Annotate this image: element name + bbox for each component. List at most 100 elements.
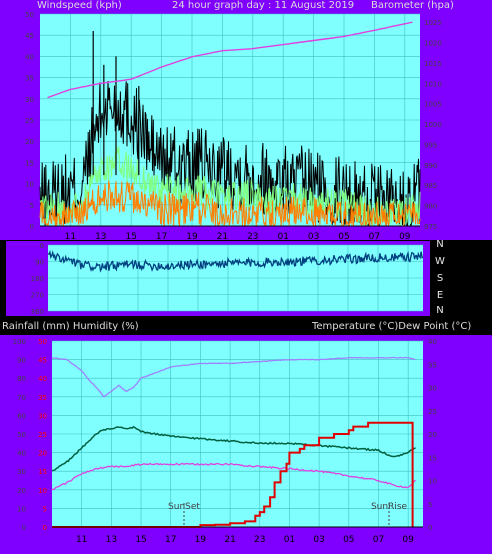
- direction-tick-label: 180: [31, 275, 44, 283]
- barometer-tick-label: 1000: [424, 121, 442, 129]
- humidity-tick-label: 10: [17, 505, 26, 513]
- windspeed-x-tick-label: 01: [277, 232, 288, 240]
- direction-label-s: S: [436, 273, 444, 284]
- humidity-tick-label: 30: [17, 468, 26, 476]
- direction-label-w: W: [435, 256, 445, 267]
- windspeed-tick-label: 30: [25, 96, 34, 104]
- direction-tick-label: 270: [31, 292, 44, 300]
- dewpoint-line: [51, 462, 416, 491]
- rain-temp-chart: 0102030405060708090100051015202530354045…: [13, 338, 437, 545]
- windspeed-chart: 0510152025303540455097598098599099510001…: [25, 11, 442, 240]
- temperature-tick-label: 5: [428, 501, 432, 509]
- rain-temp-x-tick-label: 23: [254, 535, 265, 545]
- direction-label-n-bottom: N: [436, 305, 444, 316]
- windspeed-x-tick-label: 07: [369, 232, 380, 240]
- humidity-tick-label: 70: [17, 394, 26, 402]
- windspeed-x-tick-label: 03: [308, 232, 319, 240]
- humidity-tick-label: 100: [13, 338, 26, 346]
- barometer-tick-label: 985: [424, 182, 437, 190]
- wind-low-line: [39, 180, 421, 228]
- direction-tick-label: 360: [31, 308, 44, 316]
- direction-tick-label: 0: [40, 242, 44, 250]
- windspeed-x-tick-label: 05: [338, 232, 349, 240]
- windspeed-tick-label: 5: [30, 202, 34, 210]
- windspeed-tick-label: 15: [25, 159, 34, 167]
- windspeed-tick-label: 40: [25, 53, 34, 61]
- windspeed-x-tick-label: 21: [217, 232, 228, 240]
- windspeed-x-tick-label: 19: [186, 232, 198, 240]
- rain-temp-x-tick-label: 21: [224, 535, 235, 545]
- direction-label-n-top: N: [436, 239, 444, 250]
- rainfall-tick-label: 25: [38, 431, 47, 439]
- rainfall-tick-label: 0: [43, 524, 47, 532]
- barometer-tick-label: 1015: [424, 60, 442, 68]
- barometer-axis-title: Barometer (hpa): [371, 0, 454, 11]
- rain-temp-x-tick-label: 19: [195, 535, 207, 545]
- rainfall-tick-label: 40: [38, 375, 47, 383]
- temperature-tick-label: 0: [428, 524, 432, 532]
- rain-temp-x-tick-label: 17: [165, 535, 176, 545]
- sunset-label: SunSet: [168, 502, 200, 512]
- temperature-tick-label: 20: [428, 431, 437, 439]
- direction-chart: 0 90 180 270 360: [31, 242, 424, 316]
- humidity-tick-label: 0: [22, 524, 26, 532]
- rain-humidity-axis-title: Rainfall (mm) Humidity (%): [2, 321, 139, 332]
- rain-temp-x-tick-label: 07: [373, 535, 384, 545]
- barometer-tick-label: 995: [424, 141, 437, 149]
- windspeed-tick-label: 0: [30, 223, 34, 231]
- windspeed-tick-label: 50: [25, 11, 34, 19]
- rainfall-tick-label: 30: [38, 412, 47, 420]
- direction-tick-label: 90: [35, 259, 44, 267]
- rain-temp-x-tick-label: 13: [106, 535, 117, 545]
- humidity-tick-label: 40: [17, 450, 26, 458]
- humidity-tick-label: 50: [17, 431, 26, 439]
- windspeed-x-tick-label: 09: [399, 232, 411, 240]
- graph-title: 24 hour graph day : 11 August 2019: [172, 0, 355, 11]
- windspeed-tick-label: 20: [25, 138, 34, 146]
- temperature-tick-label: 10: [428, 478, 437, 486]
- windspeed-axis-title: Windspeed (kph): [37, 0, 122, 11]
- rainfall-tick-label: 10: [38, 487, 47, 495]
- humidity-tick-label: 90: [17, 357, 26, 365]
- windspeed-x-tick-label: 13: [95, 232, 106, 240]
- windspeed-x-tick-label: 17: [156, 232, 167, 240]
- temperature-tick-label: 15: [428, 454, 437, 462]
- temperature-tick-label: 40: [428, 338, 437, 346]
- humidity-line: [51, 356, 416, 398]
- rainfall-tick-label: 50: [38, 338, 47, 346]
- rain-temp-x-tick-label: 09: [402, 535, 414, 545]
- humidity-tick-label: 60: [17, 412, 26, 420]
- rainfall-tick-label: 5: [43, 505, 47, 513]
- barometer-tick-label: 975: [424, 223, 437, 231]
- barometer-tick-label: 1020: [424, 40, 442, 48]
- temperature-line: [51, 425, 416, 472]
- barometer-line: [47, 21, 413, 99]
- temperature-tick-label: 30: [428, 385, 437, 393]
- rain-temp-x-tick-label: 11: [76, 535, 87, 545]
- humidity-tick-label: 20: [17, 487, 26, 495]
- humidity-tick-label: 80: [17, 375, 26, 383]
- temperature-tick-label: 35: [428, 361, 437, 369]
- barometer-tick-label: 1010: [424, 80, 442, 88]
- sunrise-label: SunRise: [371, 502, 408, 512]
- direction-line: [47, 249, 424, 273]
- windspeed-tick-label: 45: [25, 32, 34, 40]
- barometer-tick-label: 990: [424, 162, 437, 170]
- windspeed-x-tick-label: 23: [247, 232, 258, 240]
- windspeed-x-tick-label: 11: [65, 232, 76, 240]
- rainfall-tick-label: 20: [38, 450, 47, 458]
- rain-temp-x-tick-label: 05: [343, 535, 354, 545]
- rain-temp-x-tick-label: 01: [284, 535, 295, 545]
- windspeed-x-tick-label: 15: [125, 232, 136, 240]
- temperature-tick-label: 25: [428, 408, 437, 416]
- rainfall-tick-label: 15: [38, 468, 47, 476]
- direction-label-e: E: [436, 290, 444, 301]
- rain-temp-x-tick-label: 15: [135, 535, 146, 545]
- rainfall-tick-label: 45: [38, 357, 47, 365]
- windspeed-tick-label: 10: [25, 181, 34, 189]
- temperature-dewpoint-axis-title: Temperature (°C)Dew Point (°C): [312, 321, 472, 332]
- rainfall-line: [52, 421, 414, 528]
- rainfall-tick-label: 35: [38, 394, 47, 402]
- barometer-tick-label: 1025: [424, 19, 442, 27]
- barometer-tick-label: 980: [424, 203, 437, 211]
